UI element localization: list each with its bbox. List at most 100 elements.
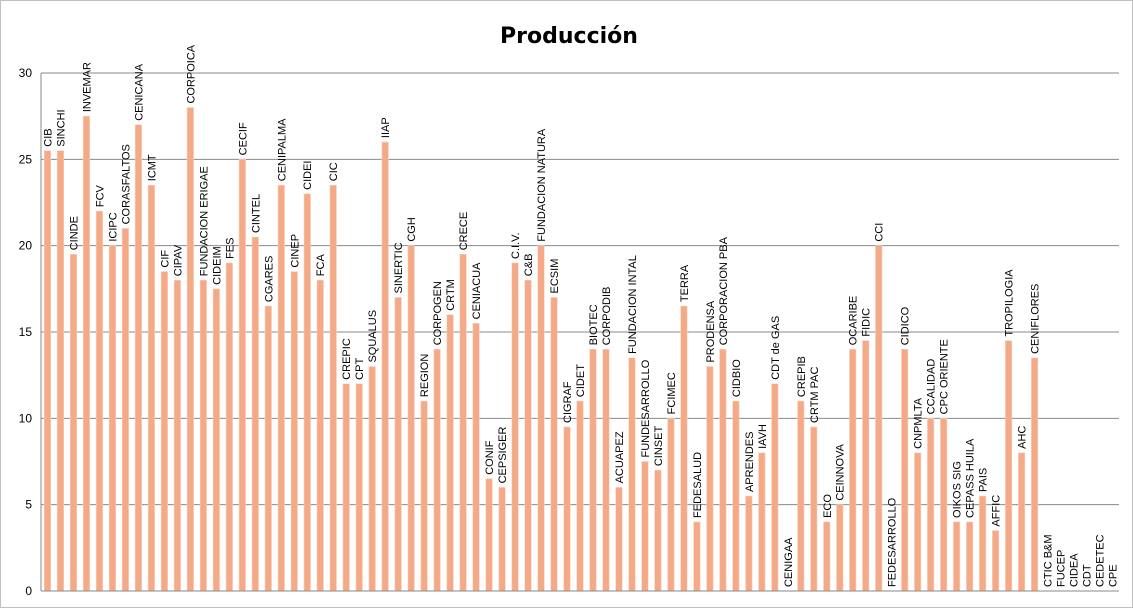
bar-48 — [667, 418, 675, 592]
bar-75 — [1018, 452, 1026, 592]
bar-label-80: CDT — [1082, 564, 1094, 587]
bar-40 — [563, 426, 571, 592]
bar-38 — [537, 245, 545, 592]
bar-label-62: OCARIBE — [848, 296, 860, 346]
bar-36 — [511, 262, 519, 592]
bar-7 — [134, 124, 142, 592]
bar-10 — [173, 279, 181, 592]
bar-label-81: CEDETEC — [1095, 534, 1107, 587]
bar-label-71: CEPASS HUILA — [965, 438, 977, 518]
bar-43 — [602, 348, 610, 592]
bar-64 — [875, 245, 883, 592]
bar-label-24: CPT — [354, 358, 366, 380]
bar-9 — [160, 271, 168, 592]
bar-label-31: CRTM — [445, 279, 457, 311]
bar-46 — [641, 461, 649, 592]
bar-70 — [953, 521, 961, 592]
bar-24 — [355, 383, 363, 592]
bar-label-19: CINEP — [289, 234, 301, 268]
bar-53 — [732, 400, 740, 592]
bar-label-7: CENICANA — [133, 63, 145, 121]
bar-label-27: SINERTIC — [393, 242, 405, 293]
y-tick-label-3: 15 — [19, 325, 33, 339]
bar-label-68: CCALIDAD — [926, 359, 938, 415]
bar-label-35: CEPSIGER — [497, 426, 509, 483]
bar-label-18: CENIPALMA — [276, 118, 288, 181]
bar-label-41: CIDET — [575, 364, 587, 397]
bar-label-66: CIDICO — [900, 306, 912, 345]
y-tick-label-1: 5 — [25, 498, 32, 512]
bar-labels: CIB SINCHI CINDE INVEMAR FCVICIPCCORASFALTOS… — [42, 44, 1119, 587]
bar-label-4: FCV — [94, 184, 106, 207]
bar-74 — [1005, 340, 1013, 592]
bar-5 — [108, 245, 116, 592]
bar-label-60: ECO — [822, 494, 834, 518]
bar-47 — [654, 469, 662, 592]
bar-11 — [186, 107, 194, 592]
bar-label-43: CORPODIB — [601, 287, 613, 346]
bar-label-42: BIOTEC — [588, 304, 600, 345]
bar-22 — [329, 184, 337, 592]
bar-label-76: CENIFLORES — [1030, 284, 1042, 354]
bar-label-79: CIDEA — [1069, 553, 1081, 587]
y-tick-label-2: 10 — [19, 411, 33, 425]
bar-58 — [797, 400, 805, 592]
bar-label-3: INVEMAR — [81, 62, 93, 112]
bar-17 — [264, 305, 272, 592]
bar-35 — [498, 487, 506, 592]
bar-14 — [225, 262, 233, 592]
bar-32 — [459, 254, 467, 592]
bar-13 — [212, 288, 220, 592]
bar-label-53: CIDBIO — [731, 359, 743, 397]
bar-20 — [303, 193, 311, 592]
bar-51 — [706, 366, 714, 592]
bar-26 — [381, 141, 389, 592]
bar-72 — [979, 495, 987, 592]
bar-0 — [43, 150, 52, 592]
bar-label-50: FEDESALUD — [692, 452, 704, 518]
bar-15 — [238, 159, 246, 592]
bar-label-63: FIDIC — [861, 308, 873, 337]
bar-12 — [199, 279, 207, 592]
bar-label-61: CEINNOVA — [835, 443, 847, 500]
bar-60 — [823, 521, 831, 592]
bar-label-16: CINTEL — [250, 194, 262, 233]
bar-68 — [927, 418, 935, 592]
chart-title: Producción — [500, 24, 638, 49]
bar-label-64: CCI — [874, 223, 886, 242]
bar-label-11: CORPOICA — [185, 44, 197, 103]
bar-3 — [82, 115, 90, 592]
bar-label-10: CIPAV — [172, 244, 184, 276]
bar-label-72: PAIS — [978, 468, 990, 492]
bar-label-8: ICMT — [146, 154, 158, 181]
bar-19 — [290, 271, 298, 592]
bar-6 — [121, 228, 129, 592]
bar-label-2: CINDE — [68, 216, 80, 250]
bar-4 — [95, 210, 103, 592]
y-axis-ticks: 0 5 10 15 20 25 30 — [19, 66, 33, 598]
bar-label-28: CGH — [406, 217, 418, 242]
bar-label-32: CRECE — [458, 212, 470, 251]
bar-label-67: CNPMLTA — [913, 397, 925, 449]
bar-55 — [758, 452, 766, 592]
bar-34 — [485, 478, 493, 592]
bar-2 — [69, 254, 78, 592]
gridlines — [41, 72, 1119, 506]
bar-62 — [849, 348, 857, 592]
bar-label-70: OIKOS SIG — [952, 461, 964, 518]
bar-44 — [615, 487, 623, 592]
bar-label-38: FUNDACION NATURA — [536, 128, 548, 242]
bar-label-20: CIDEI — [302, 161, 314, 190]
bar-label-55: IAVH — [757, 424, 769, 449]
bar-label-46: FUNDESARROLLO — [640, 359, 652, 457]
bar-label-14: FES — [224, 238, 236, 259]
bar-label-33: CENIACUA — [471, 262, 483, 320]
bar-41 — [576, 400, 584, 592]
bar-label-57: CENIGAA — [783, 537, 795, 587]
bar-42 — [589, 348, 597, 592]
bar-label-26: IIAP — [380, 117, 392, 138]
bar-33 — [472, 323, 480, 592]
bar-37 — [524, 279, 532, 592]
